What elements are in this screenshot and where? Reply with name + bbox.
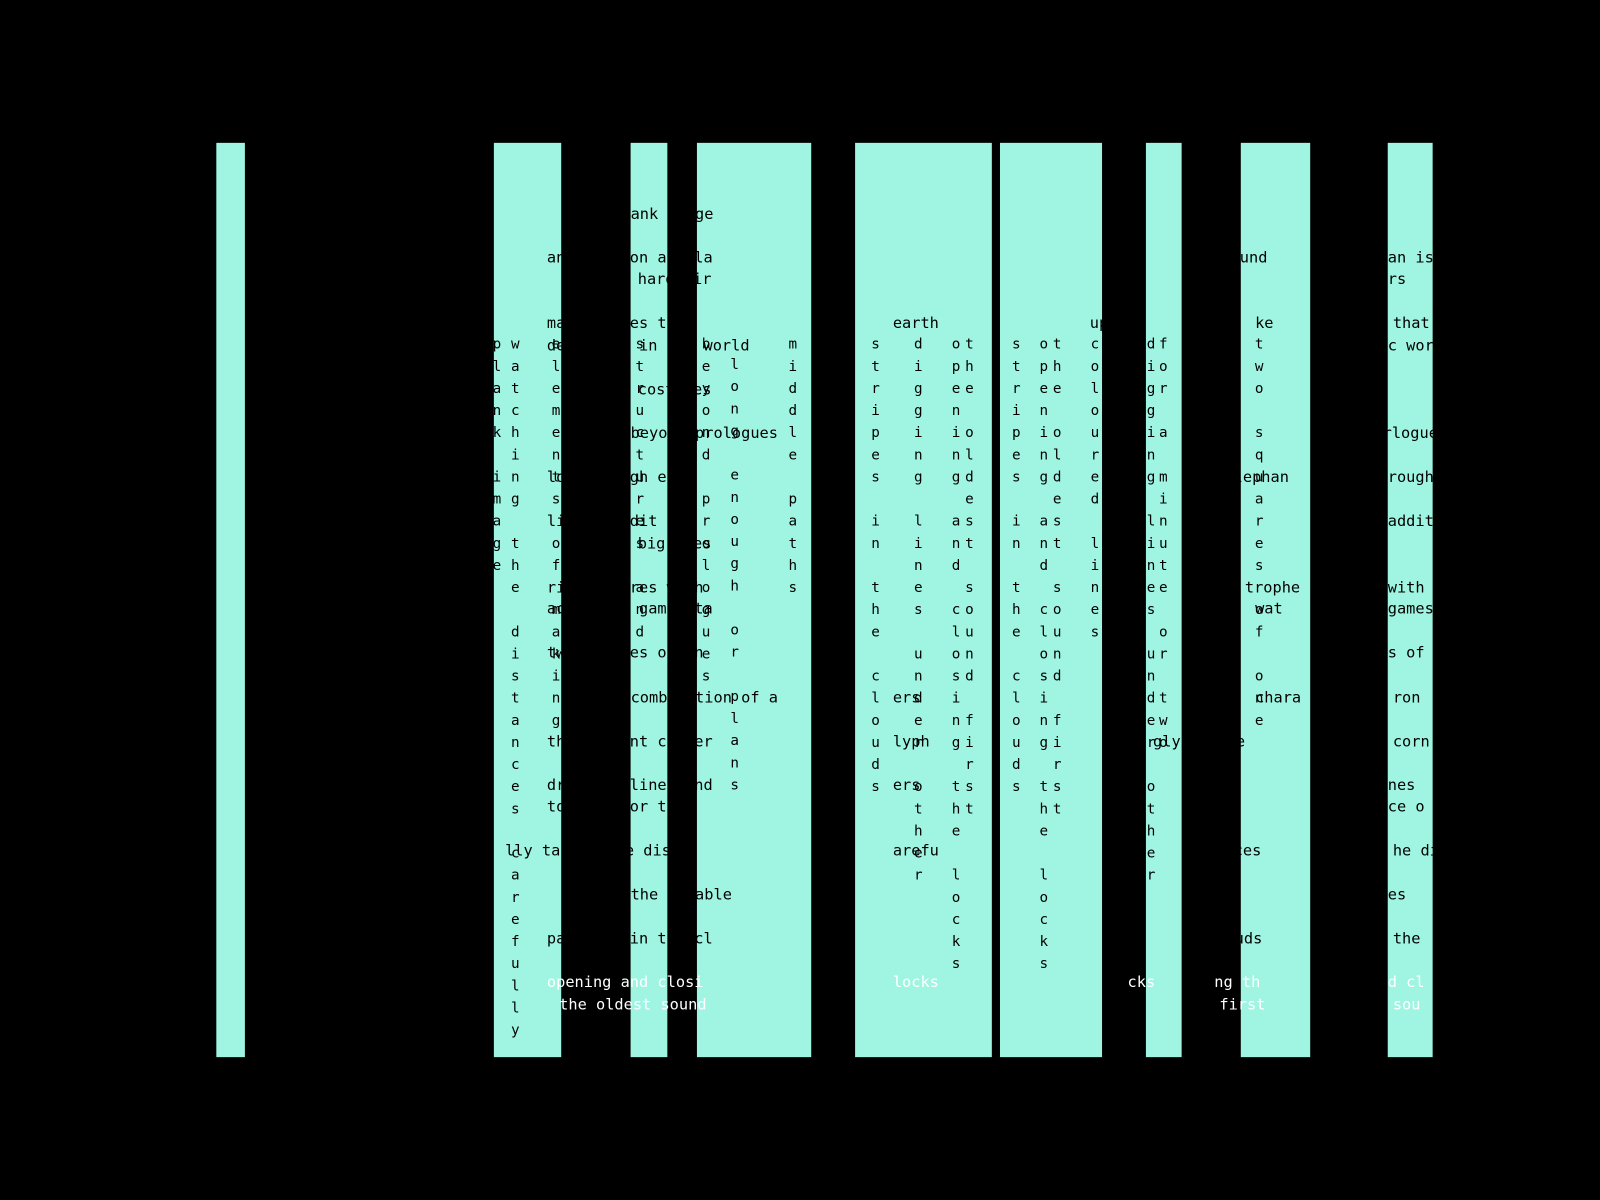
text-fragment: ridden wires with [547, 578, 704, 596]
text-fragment: ke [1255, 314, 1273, 332]
text-fragment: rlogue [1383, 424, 1438, 442]
text-fragment: little addit [547, 512, 658, 530]
text-fragment: the sequent corner [547, 732, 713, 750]
vertical-fragment: elements of making [548, 337, 564, 735]
column-bar [1387, 142, 1433, 1058]
vertical-fragment: middle paths [785, 337, 801, 602]
text-fragment: an is [1388, 249, 1434, 267]
column-bar [216, 142, 245, 1058]
column-bar [1145, 142, 1182, 1058]
vertical-fragment: the oldest sound first [961, 337, 977, 824]
vertical-fragment: opening and closing the locks [1036, 337, 1052, 979]
text-fragment: combination of a [631, 688, 778, 706]
vertical-fragment: digging lines under other [910, 337, 926, 890]
text-fragment: glyphs are [1153, 732, 1245, 750]
column-bar [855, 142, 992, 1058]
text-fragment: dragging lines und [547, 776, 713, 794]
text-fragment: the oldest sound [559, 996, 706, 1014]
text-fragment: costumes [638, 380, 712, 398]
text-fragment: deep rich in but world [547, 336, 750, 354]
text-fragment: earth [893, 314, 939, 332]
text-fragment: es [1388, 885, 1406, 903]
column-bar [1240, 142, 1311, 1058]
column-bar [696, 142, 812, 1058]
content: ank image an lying on a isla hard air ma… [216, 142, 1439, 1058]
text-fragment: lly taking the dist [505, 842, 680, 860]
horizontal-text-group: ank image an lying on a isla hard air ma… [505, 205, 1439, 1014]
vertical-fragment: two squares of one [1251, 337, 1267, 735]
text-fragment: patterns in the cl [547, 929, 713, 947]
vertical-fragment: long enough or plans [727, 357, 743, 799]
text-fragment: sou [1393, 996, 1421, 1014]
text-fragment: uparth [1090, 314, 1145, 332]
text-fragment: an lying on a isla [547, 249, 713, 267]
text-fragment: big ones [638, 534, 712, 552]
text-fragment: make stones that [547, 314, 694, 332]
text-fragment: d cl [1388, 973, 1425, 991]
text-fragment: ank image [631, 205, 714, 223]
text-fragment: uds [1235, 929, 1263, 947]
text-fragment: accessing games ta [547, 600, 713, 618]
text-fragment: the [1393, 929, 1421, 947]
text-fragment: with [1388, 578, 1425, 596]
text-fragment: ers [893, 688, 921, 706]
text-fragment: hard air [638, 270, 712, 288]
text-fragment: corn [1393, 732, 1430, 750]
column-bar [999, 142, 1103, 1058]
text-fragment: games [1388, 600, 1434, 618]
text-fragment: und [1240, 249, 1268, 267]
text-fragment: ers [893, 776, 921, 794]
text-fragment: beyond prologues [631, 424, 778, 442]
text-fragment: two squares of on [547, 644, 704, 662]
text-fragment: s of [1388, 644, 1425, 662]
vertical-fragment: digging lines under other [1143, 337, 1159, 890]
vertical-fragment: structures and [632, 337, 648, 647]
text-fragment: rs [1388, 270, 1406, 288]
vertical-fragment: opening and closing the locks [948, 337, 964, 979]
text-fragment: lyph [893, 732, 930, 750]
text-fragment: that [1393, 314, 1430, 332]
text-fragment: nces [1224, 842, 1261, 860]
text-fragment: to a nut or t [547, 798, 667, 816]
text-fragment: rough [1388, 468, 1434, 486]
text-fragment: he di [1393, 842, 1439, 860]
text-fragment: trophe [1245, 578, 1300, 596]
vertical-fragment: plank image [489, 337, 505, 580]
text-fragment: arefu [893, 842, 939, 860]
text-fragment: locks [893, 973, 939, 991]
vertical-fragment: the oldest sound first [1049, 337, 1065, 824]
text-fragment: cks [1128, 973, 1156, 991]
text-fragment: opening and closi [547, 973, 704, 991]
vertical-fragment: beyond prologues [698, 337, 714, 691]
vertical-fragment: for a minute or two [1155, 337, 1171, 757]
text-fragment: chara [1255, 688, 1301, 706]
vertical-fragment: stripes in the clouds [1008, 337, 1024, 802]
text-fragment: first [1219, 996, 1265, 1014]
text-fragment: ng th [1214, 973, 1260, 991]
text-fragment: ron [1393, 688, 1421, 706]
text-fragment: elephan [1224, 468, 1288, 486]
vertical-fragment: stripes in the clouds [868, 337, 884, 802]
text-fragment: efu [1117, 842, 1145, 860]
column-bar [493, 142, 562, 1058]
text-fragment: nes [1388, 776, 1416, 794]
text-fragment: the durable [631, 885, 732, 903]
text-fragment: ce o [1388, 798, 1425, 816]
column-bar [630, 142, 668, 1058]
text-fragment: wat [1255, 600, 1283, 618]
text-fragment: long enough eve [547, 468, 685, 486]
vertical-fragment: coloured lines [1087, 337, 1103, 647]
vertical-fragment: watching the distances carefully [507, 337, 523, 1045]
text-fragment: c wor [1388, 336, 1434, 354]
vertical-text-group: watching the distances carefully plank i… [489, 337, 1267, 1045]
text-fragment: addit [1388, 512, 1434, 530]
